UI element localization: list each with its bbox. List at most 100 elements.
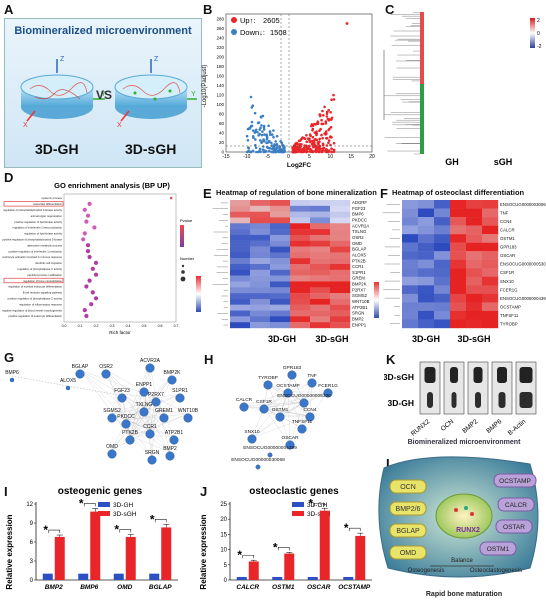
center-gene: RUNX2 [456, 527, 480, 534]
heat-cell [402, 285, 419, 295]
volcano-point-up [327, 128, 330, 132]
heat-cell [230, 316, 251, 323]
volcano-point-up [320, 150, 323, 154]
heat-cell [402, 251, 419, 260]
network-g-node-label: PKDCC [117, 414, 135, 420]
volcano-point-up [313, 138, 316, 142]
heatmap-c-scale-mid: 0 [537, 31, 540, 37]
go-dot [82, 231, 87, 236]
blot-band-sgh [424, 367, 436, 383]
gene-label: ENSOCUG00000030068 [500, 202, 546, 207]
volcano-point-up [301, 136, 304, 139]
heat-cell [270, 281, 291, 288]
blot-col-label: BMP2 [461, 418, 479, 435]
volcano-xtick: 15 [348, 154, 354, 160]
network-g-node [147, 455, 157, 465]
heat-cell [482, 234, 499, 243]
network-h-node [307, 378, 317, 388]
heatmap-e-col-gh: 3D-GH [268, 334, 296, 344]
network-g-edge [79, 369, 145, 409]
heat-cell [310, 234, 331, 241]
network-g-node [159, 413, 169, 423]
go-dot [84, 284, 89, 289]
go-legend-number: Number [180, 256, 195, 261]
volcano-point-up [321, 142, 325, 146]
network-h-edge [287, 391, 291, 445]
volcano-point-up [291, 147, 294, 150]
go-term-label: positive regulation of leukocyte differe… [8, 314, 62, 318]
axis-y-right: Y [191, 91, 196, 98]
go-term-highlight [3, 277, 64, 284]
bar-legend-swatch-sgh [98, 511, 110, 516]
heat-cell [330, 217, 351, 224]
network-h-nodes: GPR183 TNF TYROBP OCSTAMP FCER1G ENSOCUG00000… [231, 365, 338, 470]
volcano-point-up [313, 142, 316, 146]
heat-cell [466, 234, 483, 243]
heat-cell [466, 293, 483, 303]
go-dot [84, 313, 89, 319]
heat-cell [418, 234, 435, 243]
heat-cell [466, 319, 483, 329]
heat-cell [310, 229, 331, 236]
blot-band-gh [451, 392, 457, 408]
network-g-node-label: BMP6 [5, 370, 19, 376]
nucleus-dot-3 [470, 512, 474, 516]
heat-cell [230, 240, 251, 247]
volcano-point-up [321, 147, 324, 150]
volcano-xtick: -15 [222, 154, 229, 160]
heat-cell [418, 259, 435, 269]
heat-cell [402, 225, 419, 235]
bar-sig-bracket [348, 527, 361, 532]
heat-cell [250, 223, 271, 230]
bar-ytick-label: 12 [26, 502, 33, 508]
volcano-point-up [327, 141, 330, 145]
gene-label: ENSOCUG00000004399 [500, 296, 546, 301]
heat-cell [290, 234, 311, 241]
heatmap-c-cluster-bar-2 [420, 84, 424, 154]
bar-sig-bracket [242, 554, 255, 559]
network-g-edge [125, 413, 189, 421]
heat-cell [250, 211, 271, 218]
heat-cell [450, 217, 467, 226]
bar-ytick-label: 15 [220, 532, 227, 538]
heat-cell [450, 276, 467, 286]
heat-cell [330, 240, 351, 247]
gene-label-bmp: BMP2/6 [396, 506, 421, 513]
volcano-point-up [318, 140, 321, 143]
bar-sgh [319, 510, 330, 580]
network-h-node-label: ENSOCUG00000004399 [243, 445, 297, 451]
volcano-point-outlier [345, 22, 349, 25]
blot-lane [443, 361, 465, 415]
go-term-label: regulation of lipid kinase activity [24, 232, 62, 236]
volcano-point-down [260, 141, 263, 145]
network-h-edge [287, 391, 303, 429]
heat-cell [418, 225, 435, 235]
volcano-xtick: -10 [243, 154, 250, 160]
heatmap-f-title: Heatmap of osteoclast differentiation [392, 188, 525, 197]
heat-cell [330, 234, 351, 241]
volcano-points [245, 22, 349, 154]
bar-sig-star: * [43, 523, 48, 537]
axis-z-left: Z [60, 56, 65, 63]
heatmap-c-cluster-bar-1 [420, 12, 424, 84]
heat-cell [450, 200, 467, 209]
volcano-point-down [267, 124, 270, 128]
heat-cell [434, 276, 451, 286]
volcano-point-down [271, 147, 274, 151]
heat-cell [230, 252, 251, 259]
nucleus-dot-1 [454, 508, 458, 512]
heat-cell [450, 225, 467, 235]
panel-a: Biomineralized microenvironment Z Z [4, 18, 202, 168]
bar-sig-bracket [154, 518, 167, 523]
gene-label: FGF23 [352, 206, 366, 211]
go-term-label: regulation of phospholipase C activity [17, 267, 62, 271]
blot-row-gh: 3D-GH [388, 398, 414, 408]
go-dot [93, 296, 99, 301]
volcano-point-down [275, 146, 279, 149]
volcano-point-down [256, 121, 260, 125]
heat-cell [230, 269, 251, 276]
heat-cell [310, 316, 331, 323]
heatmap-f-scale [374, 282, 379, 318]
blot-col-label: OCN [440, 418, 456, 433]
heat-cell [434, 217, 451, 226]
